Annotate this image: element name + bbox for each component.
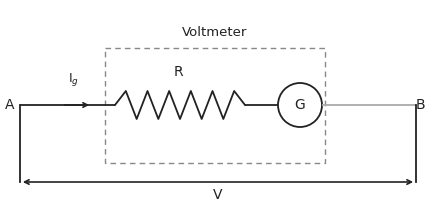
- Bar: [105, 48, 325, 163]
- Text: Voltmeter: Voltmeter: [182, 25, 248, 38]
- Text: B: B: [415, 98, 425, 112]
- Text: V: V: [213, 188, 223, 202]
- Text: R: R: [173, 65, 183, 79]
- Text: A: A: [5, 98, 15, 112]
- Text: G: G: [295, 98, 305, 112]
- Text: I$_g$: I$_g$: [68, 71, 79, 88]
